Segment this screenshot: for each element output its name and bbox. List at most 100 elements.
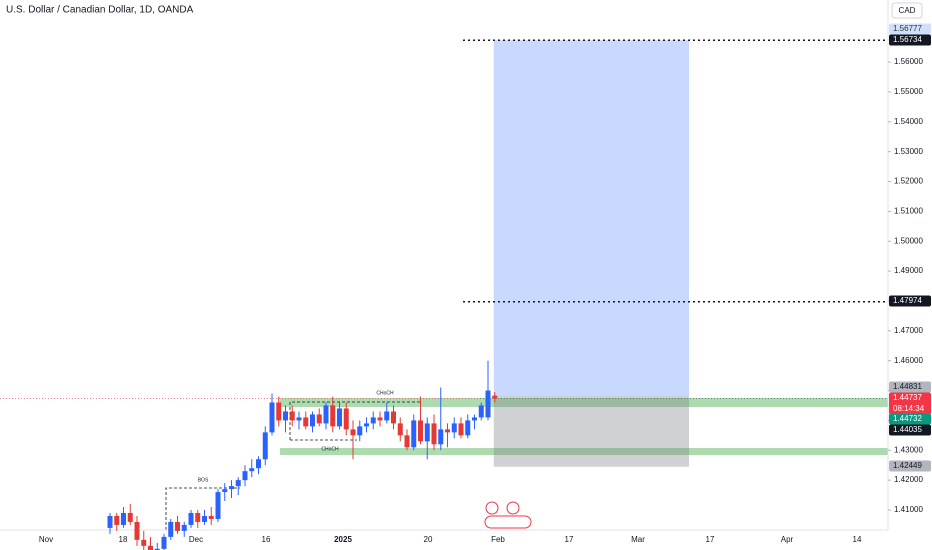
price-label: 1.44035 <box>893 425 922 434</box>
x-tick-label: 17 <box>706 535 715 544</box>
x-tick-label: Nov <box>39 535 53 544</box>
candle-body <box>445 429 450 433</box>
price-label-bg <box>889 295 931 307</box>
candle-body <box>283 411 288 421</box>
countdown: 08:14:34 <box>893 404 925 413</box>
candle-body <box>262 432 268 460</box>
y-tick-label: 1.50000 <box>894 236 923 245</box>
candle-body <box>229 486 234 490</box>
x-tick-label: 16 <box>262 535 271 544</box>
candle-body <box>492 395 498 399</box>
y-tick-label: 1.42000 <box>894 475 923 484</box>
candle-body <box>168 521 174 537</box>
candle-body <box>384 411 390 421</box>
event-icon <box>485 501 499 515</box>
candle-body <box>127 512 133 522</box>
y-tick-label: 1.53000 <box>894 147 923 156</box>
candle-body <box>323 405 329 424</box>
candle-body <box>154 548 160 550</box>
target-zone <box>493 40 689 396</box>
y-tick-label: 1.41000 <box>894 505 923 514</box>
x-tick-label: 20 <box>424 535 433 544</box>
event-icon <box>484 515 532 529</box>
event-icon <box>506 501 520 515</box>
candle-body <box>256 459 261 469</box>
candle-body <box>431 423 437 445</box>
y-tick-label: 1.51000 <box>894 207 923 216</box>
chart-title: U.S. Dollar / Canadian Dollar, 1D, OANDA <box>6 5 194 16</box>
candle-body <box>134 521 140 540</box>
y-tick-label: 1.55000 <box>894 87 923 96</box>
candle-body <box>235 480 241 487</box>
x-tick-label: Feb <box>491 535 505 544</box>
candle-body <box>161 536 167 549</box>
x-tick-label: 17 <box>565 535 574 544</box>
candle-body <box>458 423 464 436</box>
price-label-bg <box>889 424 931 436</box>
price-label-bg <box>889 23 931 35</box>
candle-body <box>451 423 457 433</box>
candle-body <box>215 492 221 519</box>
price-label-bg <box>889 392 931 415</box>
candle-body <box>364 423 369 427</box>
candle-body <box>330 405 336 427</box>
candle-body <box>249 468 255 472</box>
candle-body <box>195 512 201 522</box>
candle-body <box>148 545 153 550</box>
price-label-bg <box>889 413 931 425</box>
candle-body <box>472 417 477 421</box>
candle-body <box>303 417 309 427</box>
candle-body <box>310 414 315 427</box>
price-label: 1.56777 <box>893 24 922 33</box>
x-tick-label: Apr <box>781 535 794 544</box>
stop-zone <box>493 395 689 467</box>
x-tick-label: 14 <box>853 535 862 544</box>
zones <box>280 40 888 467</box>
price-label-bg <box>889 381 931 393</box>
x-tick-label: Dec <box>189 535 203 544</box>
y-tick-label: 1.43000 <box>894 445 923 454</box>
candle-body <box>343 408 349 430</box>
y-tick-label: 1.46000 <box>894 356 923 365</box>
candle-body <box>316 414 322 424</box>
candle-body <box>404 435 410 448</box>
candle-body <box>141 539 147 546</box>
candle-body <box>478 405 484 418</box>
candle-body <box>242 471 248 481</box>
candle-body <box>181 524 187 531</box>
price-label-bg <box>889 34 931 46</box>
currency-box <box>891 2 923 19</box>
event-icons <box>484 501 532 529</box>
candle-body <box>438 429 444 445</box>
x-tick-label: 18 <box>119 535 128 544</box>
price-label: 1.44732 <box>893 414 922 423</box>
bos-line <box>165 487 240 530</box>
candle-body <box>465 420 471 436</box>
candle-body <box>357 426 363 436</box>
price-label: 1.44831 <box>893 382 922 391</box>
price-label: 1.42449 <box>893 461 922 470</box>
structure-lines <box>165 401 420 530</box>
y-tick-label: 1.49000 <box>894 266 923 275</box>
candle-body <box>114 515 120 525</box>
candle-body <box>175 521 180 531</box>
candle-body <box>121 512 126 525</box>
choch-line <box>289 401 420 440</box>
candle-body <box>485 390 491 418</box>
candle-body <box>337 408 342 427</box>
candle-body <box>377 417 383 421</box>
y-tick-label: 1.56000 <box>894 57 923 66</box>
candle-body <box>418 420 423 442</box>
candle-body <box>188 512 194 525</box>
candle-body <box>202 515 207 522</box>
candle-body <box>424 423 430 442</box>
x-tick-label: 2025 <box>334 535 352 544</box>
candle-body <box>391 411 396 424</box>
candle-body <box>208 515 214 519</box>
x-tick-label: Mar <box>631 535 645 544</box>
candle-body <box>370 417 376 424</box>
candle-body <box>411 420 417 448</box>
annotation: CHoCH <box>321 446 339 452</box>
